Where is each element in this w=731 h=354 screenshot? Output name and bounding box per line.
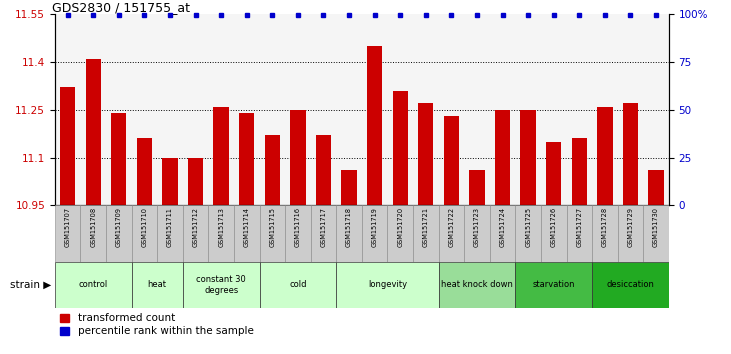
Bar — [572, 138, 587, 205]
Bar — [648, 170, 664, 205]
Bar — [183, 205, 208, 262]
Bar — [106, 205, 132, 262]
Bar — [213, 107, 229, 205]
Bar — [546, 142, 561, 205]
Bar — [260, 205, 285, 262]
Text: GSM151707: GSM151707 — [64, 207, 71, 247]
Bar — [234, 205, 260, 262]
Text: GSM151725: GSM151725 — [525, 207, 531, 247]
Bar — [183, 262, 260, 308]
Text: desiccation: desiccation — [607, 280, 654, 290]
Text: GSM151719: GSM151719 — [371, 207, 378, 247]
Text: GSM151724: GSM151724 — [499, 207, 506, 247]
Bar — [393, 91, 408, 205]
Text: GSM151723: GSM151723 — [474, 207, 480, 247]
Text: control: control — [78, 280, 108, 290]
Bar — [567, 205, 592, 262]
Text: GSM151726: GSM151726 — [550, 207, 557, 247]
Bar — [643, 205, 669, 262]
Bar — [290, 110, 306, 205]
Bar — [592, 205, 618, 262]
Text: GSM151710: GSM151710 — [141, 207, 148, 247]
Text: GSM151714: GSM151714 — [243, 207, 250, 247]
Bar — [162, 158, 178, 205]
Text: strain ▶: strain ▶ — [10, 280, 51, 290]
Bar — [55, 205, 80, 262]
Bar — [80, 205, 106, 262]
Bar — [137, 138, 152, 205]
Bar — [316, 135, 331, 205]
Bar — [132, 205, 157, 262]
Bar — [86, 59, 101, 205]
Bar — [439, 262, 515, 308]
Text: GSM151729: GSM151729 — [627, 207, 634, 247]
Bar — [515, 262, 592, 308]
Bar — [520, 110, 536, 205]
Bar — [387, 205, 413, 262]
Text: GSM151713: GSM151713 — [218, 207, 224, 247]
Text: GSM151715: GSM151715 — [269, 207, 276, 247]
Bar — [362, 205, 387, 262]
Bar — [336, 205, 362, 262]
Text: GDS2830 / 151755_at: GDS2830 / 151755_at — [52, 1, 190, 14]
Text: GSM151717: GSM151717 — [320, 207, 327, 247]
Bar — [444, 116, 459, 205]
Bar — [592, 262, 669, 308]
Bar — [439, 205, 464, 262]
Text: GSM151727: GSM151727 — [576, 207, 583, 247]
Bar — [341, 170, 357, 205]
Bar — [188, 158, 203, 205]
Text: GSM151716: GSM151716 — [295, 207, 301, 247]
Bar — [60, 87, 75, 205]
Bar — [597, 107, 613, 205]
Text: GSM151712: GSM151712 — [192, 207, 199, 247]
Bar — [285, 205, 311, 262]
Bar — [413, 205, 439, 262]
Text: starvation: starvation — [532, 280, 575, 290]
Bar — [111, 113, 126, 205]
Bar — [618, 205, 643, 262]
Bar — [464, 205, 490, 262]
Text: GSM151709: GSM151709 — [115, 207, 122, 247]
Bar — [260, 262, 336, 308]
Bar — [55, 262, 132, 308]
Text: GSM151708: GSM151708 — [90, 207, 96, 247]
Text: GSM151721: GSM151721 — [423, 207, 429, 247]
Text: GSM151720: GSM151720 — [397, 207, 404, 247]
Legend: transformed count, percentile rank within the sample: transformed count, percentile rank withi… — [60, 313, 254, 336]
Bar — [623, 103, 638, 205]
Bar — [239, 113, 254, 205]
Text: constant 30
degrees: constant 30 degrees — [196, 275, 246, 295]
Text: GSM151718: GSM151718 — [346, 207, 352, 247]
Bar — [208, 205, 234, 262]
Bar — [469, 170, 485, 205]
Bar — [132, 262, 183, 308]
Bar — [367, 46, 382, 205]
Text: GSM151711: GSM151711 — [167, 207, 173, 247]
Text: GSM151728: GSM151728 — [602, 207, 608, 247]
Text: longevity: longevity — [368, 280, 407, 290]
Text: GSM151722: GSM151722 — [448, 207, 455, 247]
Bar — [418, 103, 433, 205]
Bar — [490, 205, 515, 262]
Bar — [311, 205, 336, 262]
Text: GSM151730: GSM151730 — [653, 207, 659, 247]
Bar — [265, 135, 280, 205]
Bar — [157, 205, 183, 262]
Bar — [541, 205, 567, 262]
Bar — [515, 205, 541, 262]
Bar — [336, 262, 439, 308]
Text: heat: heat — [148, 280, 167, 290]
Text: cold: cold — [289, 280, 306, 290]
Text: heat knock down: heat knock down — [441, 280, 513, 290]
Bar — [495, 110, 510, 205]
